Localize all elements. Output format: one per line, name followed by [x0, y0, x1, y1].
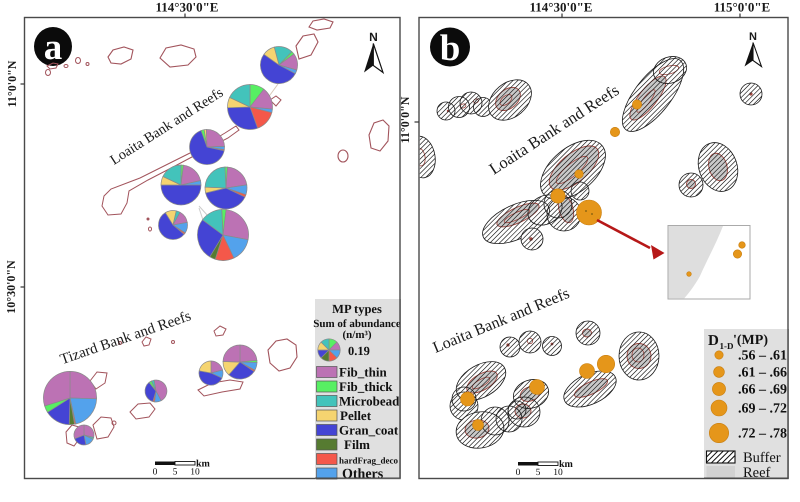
svg-text:'(MP): '(MP): [733, 333, 768, 348]
svg-text:D: D: [708, 333, 719, 349]
svg-text:10°30'0"N: 10°30'0"N: [4, 260, 18, 314]
svg-text:Gran_coat: Gran_coat: [339, 423, 399, 438]
svg-text:11°0'0"N: 11°0'0"N: [398, 96, 412, 143]
svg-text:5: 5: [536, 468, 541, 478]
svg-text:.69 – .72: .69 – .72: [738, 402, 787, 417]
svg-text:10: 10: [190, 468, 200, 478]
svg-text:(n/m³): (n/m³): [343, 329, 372, 341]
svg-text:Fib_thick: Fib_thick: [339, 379, 393, 394]
svg-text:0: 0: [153, 468, 158, 478]
svg-text:Film: Film: [344, 437, 370, 452]
svg-text:Others: Others: [342, 467, 384, 482]
svg-text:Pellet: Pellet: [340, 408, 372, 423]
svg-text:10: 10: [553, 468, 563, 478]
svg-text:MP types: MP types: [332, 302, 382, 316]
svg-text:.66 – .69: .66 – .69: [738, 383, 787, 398]
svg-text:Buffer: Buffer: [743, 450, 781, 466]
svg-text:5: 5: [173, 468, 178, 478]
svg-text:hardFrag_deco: hardFrag_deco: [339, 456, 398, 466]
svg-text:.61 – .66: .61 – .66: [738, 366, 787, 381]
svg-text:1-D: 1-D: [720, 341, 734, 351]
svg-text:0: 0: [516, 468, 521, 478]
svg-text:114°30'0"E: 114°30'0"E: [530, 0, 593, 15]
svg-text:N: N: [749, 31, 757, 43]
svg-text:115°0'0"E: 115°0'0"E: [714, 0, 770, 15]
svg-text:0.19: 0.19: [348, 344, 370, 358]
svg-text:11°0'0"N: 11°0'0"N: [5, 60, 19, 107]
svg-text:Fib_thin: Fib_thin: [339, 365, 387, 380]
svg-text:.56 – .61: .56 – .61: [738, 349, 787, 364]
svg-text:Microbead: Microbead: [339, 394, 400, 409]
svg-text:b: b: [440, 28, 461, 69]
svg-text:114°30'0"E: 114°30'0"E: [156, 0, 219, 15]
svg-text:.72 – .78: .72 – .78: [738, 427, 787, 442]
svg-text:a: a: [44, 27, 63, 68]
svg-text:N: N: [369, 30, 378, 44]
